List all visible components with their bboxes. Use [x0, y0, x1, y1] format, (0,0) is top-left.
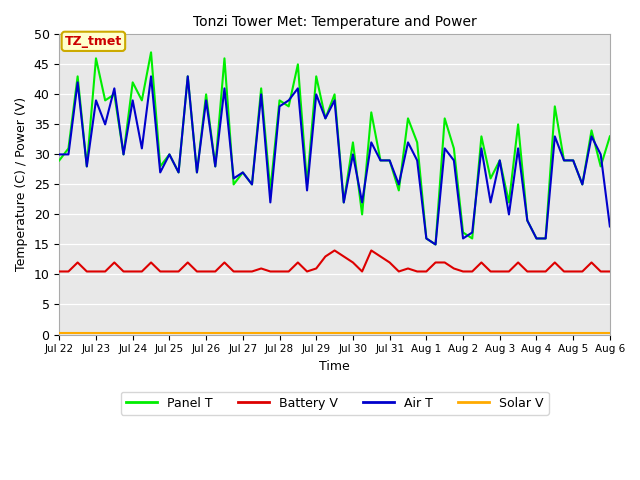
- Legend: Panel T, Battery V, Air T, Solar V: Panel T, Battery V, Air T, Solar V: [120, 392, 548, 415]
- Text: TZ_tmet: TZ_tmet: [65, 35, 122, 48]
- Y-axis label: Temperature (C) / Power (V): Temperature (C) / Power (V): [15, 97, 28, 272]
- X-axis label: Time: Time: [319, 360, 350, 373]
- Title: Tonzi Tower Met: Temperature and Power: Tonzi Tower Met: Temperature and Power: [193, 15, 476, 29]
